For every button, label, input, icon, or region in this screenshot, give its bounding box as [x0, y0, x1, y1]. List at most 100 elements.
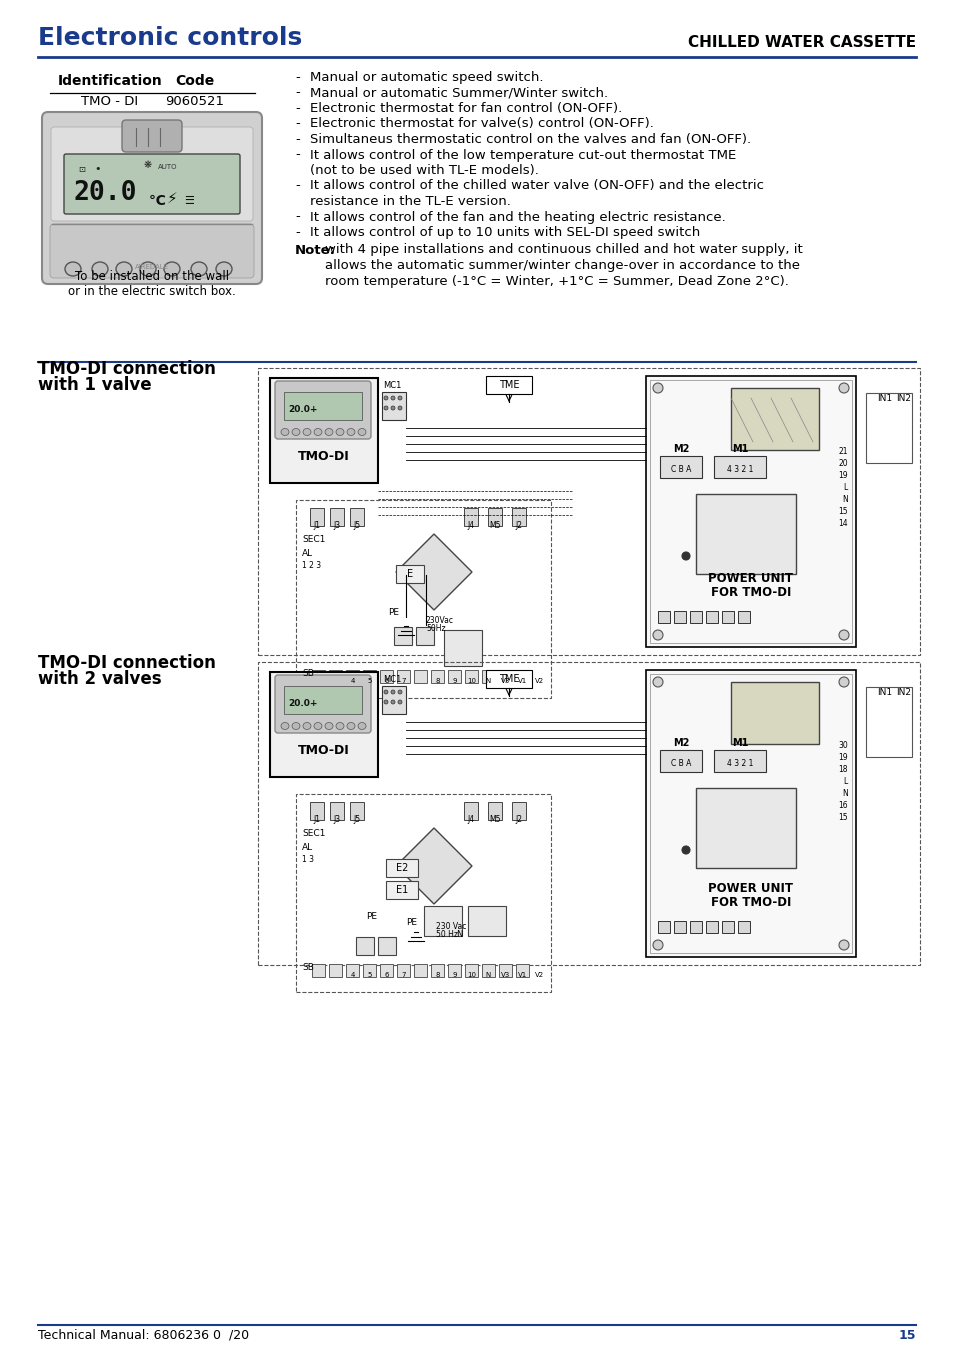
Bar	[658, 921, 669, 933]
Text: 20.0+: 20.0+	[288, 699, 317, 707]
Text: J2: J2	[515, 815, 522, 824]
Text: 7: 7	[401, 678, 405, 684]
Bar	[488, 508, 501, 526]
Text: Electronic thermostat for valve(s) control (ON-OFF).: Electronic thermostat for valve(s) contr…	[310, 117, 653, 131]
FancyBboxPatch shape	[274, 675, 371, 733]
Ellipse shape	[325, 428, 333, 436]
Ellipse shape	[65, 262, 81, 275]
FancyBboxPatch shape	[64, 154, 240, 215]
Text: To be installed on the wall
or in the electric switch box.: To be installed on the wall or in the el…	[68, 270, 235, 298]
Circle shape	[384, 701, 388, 703]
Bar	[516, 964, 529, 977]
Text: FOR TMO-DI: FOR TMO-DI	[710, 896, 790, 909]
Text: ❋: ❋	[144, 161, 152, 170]
Bar	[696, 494, 795, 574]
Bar	[350, 508, 364, 526]
Bar	[464, 964, 477, 977]
Text: 19: 19	[838, 471, 847, 481]
Text: V3: V3	[500, 972, 510, 977]
Text: -: -	[294, 72, 299, 84]
Text: It allows control of the fan and the heating electric resistance.: It allows control of the fan and the hea…	[310, 211, 725, 224]
Text: 21: 21	[838, 447, 847, 456]
Bar	[431, 964, 443, 977]
Text: 20.0: 20.0	[74, 180, 137, 207]
Bar	[498, 964, 512, 977]
Text: ⚡: ⚡	[167, 190, 177, 207]
Bar	[721, 921, 733, 933]
Bar	[295, 500, 551, 698]
Text: 16: 16	[838, 801, 847, 810]
Text: V3: V3	[500, 678, 510, 684]
Bar	[346, 670, 358, 683]
Circle shape	[391, 396, 395, 400]
Text: ⊡: ⊡	[78, 165, 85, 174]
Text: 7: 7	[401, 972, 405, 977]
Ellipse shape	[292, 428, 299, 436]
Text: 8: 8	[435, 678, 439, 684]
Text: V1: V1	[517, 972, 527, 977]
Text: 15: 15	[838, 508, 847, 516]
Text: IN1: IN1	[876, 394, 891, 404]
Text: 1 3: 1 3	[302, 855, 314, 864]
Bar	[270, 672, 377, 778]
Text: 1 2 3: 1 2 3	[302, 562, 321, 570]
Bar	[330, 508, 344, 526]
Bar	[257, 369, 919, 655]
Text: -: -	[294, 225, 299, 239]
Bar	[329, 964, 341, 977]
Polygon shape	[395, 535, 472, 610]
Text: V2: V2	[535, 678, 543, 684]
Ellipse shape	[303, 428, 311, 436]
Bar	[270, 378, 377, 483]
Bar	[659, 751, 701, 772]
Bar	[310, 508, 324, 526]
Bar	[363, 964, 375, 977]
FancyBboxPatch shape	[51, 127, 253, 221]
Text: resistance in the TL-E version.: resistance in the TL-E version.	[310, 194, 511, 208]
Circle shape	[384, 406, 388, 410]
Bar	[377, 937, 395, 954]
Text: with 4 pipe installations and continuous chilled and hot water supply, it: with 4 pipe installations and continuous…	[325, 243, 801, 256]
Text: CHILLED WATER CASSETTE: CHILLED WATER CASSETTE	[687, 35, 915, 50]
Text: E: E	[407, 568, 413, 579]
Text: room temperature (-1°C = Winter, +1°C = Summer, Dead Zone 2°C).: room temperature (-1°C = Winter, +1°C = …	[325, 274, 788, 288]
Text: POWER UNIT: POWER UNIT	[708, 572, 793, 585]
Ellipse shape	[335, 428, 344, 436]
Text: 5: 5	[367, 678, 372, 684]
Bar	[738, 921, 749, 933]
Bar	[386, 859, 417, 878]
Text: M1: M1	[731, 444, 747, 454]
Circle shape	[391, 406, 395, 410]
Text: J3: J3	[334, 815, 340, 824]
Bar	[705, 921, 718, 933]
Text: It allows control of up to 10 units with SEL-DI speed switch: It allows control of up to 10 units with…	[310, 225, 700, 239]
Text: M2: M2	[672, 738, 688, 748]
Bar	[414, 964, 427, 977]
Bar	[381, 686, 406, 714]
Text: -: -	[294, 134, 299, 146]
Ellipse shape	[91, 262, 108, 275]
Bar	[649, 674, 851, 953]
Ellipse shape	[140, 262, 156, 275]
Ellipse shape	[191, 262, 207, 275]
Bar	[463, 802, 477, 819]
Ellipse shape	[347, 428, 355, 436]
Bar	[350, 802, 364, 819]
Circle shape	[838, 630, 848, 640]
Text: FOR TMO-DI: FOR TMO-DI	[710, 586, 790, 599]
Text: ☰: ☰	[184, 196, 193, 207]
Text: -: -	[294, 211, 299, 224]
Text: SB: SB	[302, 670, 314, 678]
Text: 5: 5	[367, 972, 372, 977]
Text: TMO-DI: TMO-DI	[297, 450, 350, 463]
Circle shape	[652, 940, 662, 950]
Text: allows the automatic summer/winter change-over in accordance to the: allows the automatic summer/winter chang…	[325, 259, 800, 271]
Text: J1: J1	[314, 521, 320, 531]
FancyBboxPatch shape	[274, 381, 371, 439]
Text: V1: V1	[517, 678, 527, 684]
Text: -: -	[294, 180, 299, 193]
Text: N: N	[485, 678, 491, 684]
Bar	[346, 964, 358, 977]
Bar	[284, 392, 361, 420]
Text: 20: 20	[838, 459, 847, 468]
